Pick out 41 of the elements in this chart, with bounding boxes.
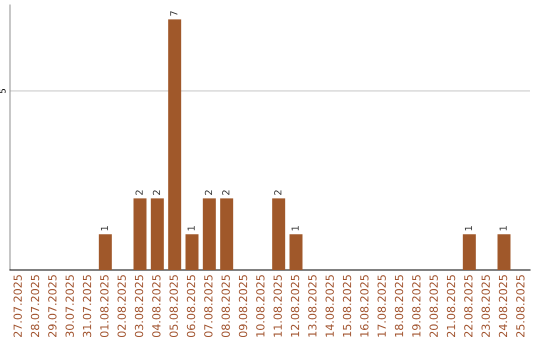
x-tick-label: 19.08.2025: [412, 275, 421, 337]
x-tick-label: 23.08.2025: [481, 275, 490, 337]
x-tick-label: 12.08.2025: [290, 275, 300, 337]
data-label: 2: [204, 190, 212, 195]
data-label: 1: [464, 226, 472, 230]
x-tick-label: 16.08.2025: [360, 275, 369, 337]
data-label: 2: [135, 190, 143, 195]
x-tick-label: 10.08.2025: [256, 275, 265, 337]
x-tick-label: 14.08.2025: [325, 275, 334, 337]
x-tick-label: 25.08.2025: [516, 275, 525, 337]
data-label: 2: [152, 190, 160, 195]
data-label: 1: [100, 226, 108, 230]
x-tick-label: 02.08.2025: [117, 275, 126, 338]
x-tick-label: 17.08.2025: [377, 275, 386, 337]
x-tick-label: 15.08.2025: [342, 275, 352, 337]
x-tick-label: 04.08.2025: [152, 275, 161, 338]
data-label: 7: [170, 11, 178, 16]
data-label: 2: [274, 190, 282, 195]
x-tick-label: 29.07.2025: [48, 275, 57, 337]
x-tick-label: 24.08.2025: [498, 275, 508, 337]
x-tick-label: 01.08.2025: [100, 275, 109, 338]
x-tick-label: 28.07.2025: [30, 275, 40, 337]
x-tick-label: 30.07.2025: [65, 275, 74, 337]
x-tick-label: 20.08.2025: [429, 275, 438, 337]
x-tick-label: 07.08.2025: [204, 275, 213, 338]
data-label: 2: [222, 190, 230, 195]
x-tick-label: 05.08.2025: [169, 275, 178, 338]
x-tick-label: 31.07.2025: [82, 275, 92, 337]
data-label: 1: [500, 226, 507, 230]
x-tick-label: 11.08.2025: [273, 275, 282, 337]
x-tick-label: 08.08.2025: [221, 275, 230, 338]
x-tick-label: 09.08.2025: [238, 275, 248, 338]
x-tick-label: 06.08.2025: [186, 275, 196, 338]
x-tick-label: 21.08.2025: [446, 275, 456, 337]
x-tick-label: 13.08.2025: [308, 275, 317, 337]
data-label: 1: [188, 226, 195, 230]
x-tick-label: 18.08.2025: [394, 275, 404, 337]
x-tick-label: 22.08.2025: [464, 275, 473, 337]
x-tick-label: 03.08.2025: [134, 275, 144, 338]
x-tick-label: 27.07.2025: [13, 275, 22, 337]
data-label: 1: [292, 226, 299, 230]
